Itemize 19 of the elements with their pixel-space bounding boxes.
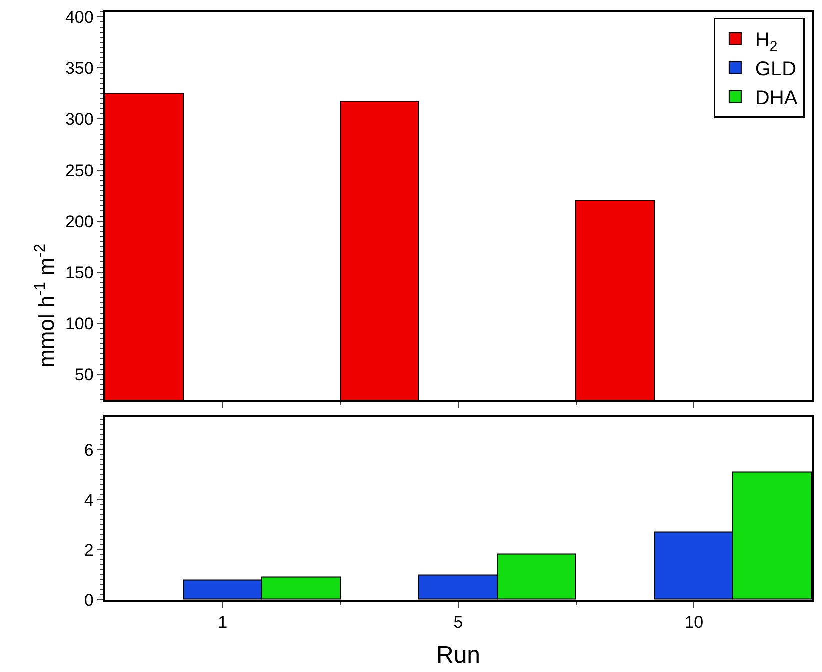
- x-tick-label: 1: [218, 613, 228, 632]
- y-tick-label: 2: [84, 541, 94, 560]
- y-tick-label: 250: [65, 161, 94, 180]
- y-tick-label: 4: [84, 491, 94, 510]
- x-tick-label: 10: [684, 613, 704, 632]
- legend-label: DHA: [755, 88, 798, 110]
- y-tick-label: 100: [65, 314, 94, 334]
- y-tick-label: 50: [74, 366, 94, 384]
- y-tick-label: 300: [65, 110, 94, 130]
- y-tick-label: 400: [65, 8, 94, 28]
- x-axis-title: Run: [436, 642, 481, 669]
- y-tick-label: 0: [84, 590, 94, 610]
- legend-label: H$_{2}$: [755, 30, 778, 54]
- y-tick-label: 150: [65, 263, 94, 282]
- legend-label: GLD: [755, 58, 797, 81]
- y-tick-label: 200: [65, 212, 94, 232]
- y-tick-label: 6: [84, 441, 94, 460]
- x-tick-label: 5: [454, 613, 464, 632]
- y-tick-label: 350: [65, 59, 94, 78]
